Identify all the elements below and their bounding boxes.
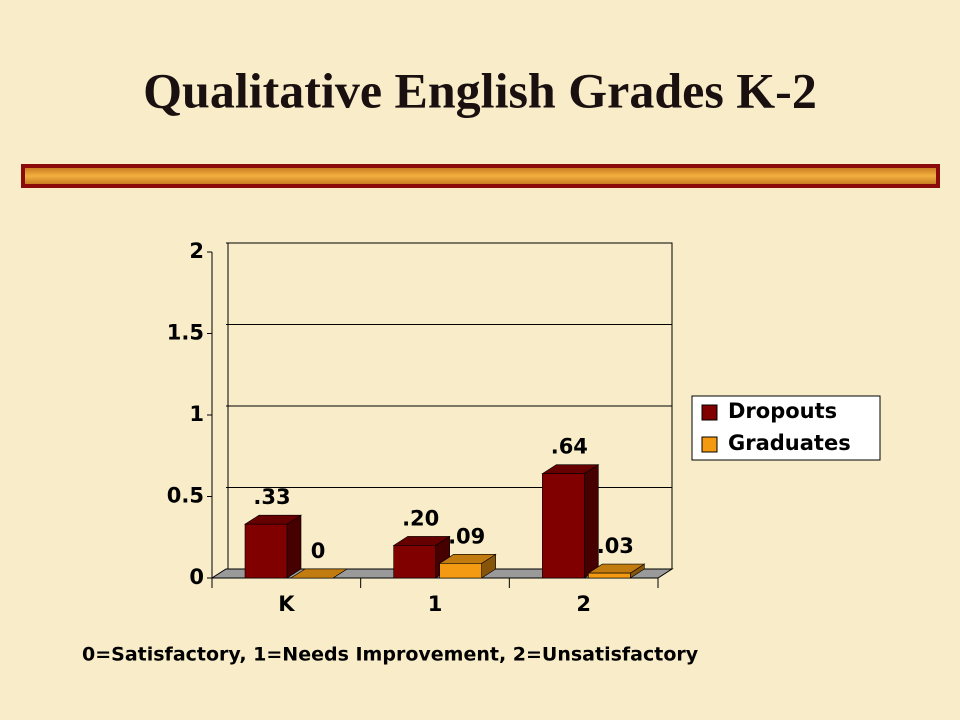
y-tick-label: 2 (189, 239, 204, 263)
x-tick-label: K (278, 592, 295, 616)
value-label: .09 (448, 524, 485, 548)
y-tick-label: 0 (189, 565, 204, 589)
bar-side (286, 514, 302, 579)
value-label: .20 (402, 506, 439, 530)
x-tick-label: 2 (576, 592, 591, 616)
bar-top (289, 568, 349, 579)
chart-title: Qualitative English Grades K-2 (143, 62, 817, 118)
y-tick-label: 0.5 (167, 484, 204, 508)
bar-side (584, 464, 599, 579)
bar (588, 572, 631, 579)
title-rule (21, 164, 940, 188)
bar (542, 473, 585, 579)
value-label: .03 (597, 534, 634, 558)
legend-swatch (701, 436, 718, 453)
value-label: .33 (253, 485, 290, 509)
value-label: .64 (551, 435, 588, 459)
bar (244, 523, 288, 579)
bar (439, 563, 482, 579)
legend-swatch (701, 404, 718, 421)
legend (691, 395, 881, 461)
x-tick-label: 1 (428, 592, 443, 616)
legend-label: Graduates (728, 431, 851, 455)
y-tick-label: 1 (189, 402, 204, 426)
legend-label: Dropouts (728, 399, 837, 423)
value-label: 0 (311, 539, 326, 563)
bar (393, 545, 436, 579)
y-tick-label: 1.5 (167, 321, 204, 345)
footnote: 0=Satisfactory, 1=Needs Improvement, 2=U… (82, 644, 699, 666)
